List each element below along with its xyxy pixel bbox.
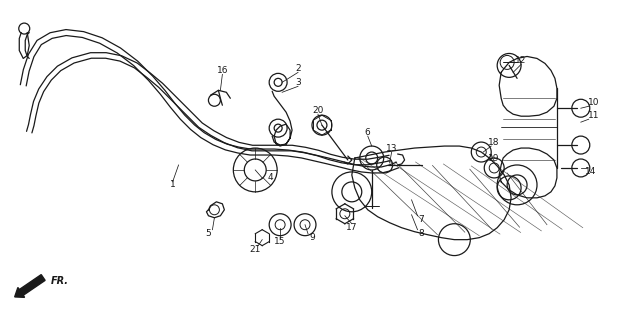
Text: 9: 9: [309, 233, 315, 242]
Text: 1: 1: [170, 180, 175, 189]
Text: 4: 4: [267, 173, 273, 182]
Text: 20: 20: [312, 106, 324, 115]
Text: 8: 8: [418, 229, 425, 238]
Text: 11: 11: [588, 111, 600, 120]
Text: 2: 2: [295, 64, 301, 73]
Text: 14: 14: [585, 167, 597, 176]
Text: 21: 21: [249, 245, 261, 254]
Text: 12: 12: [516, 56, 527, 65]
Text: 19: 19: [488, 154, 500, 163]
Text: 18: 18: [488, 138, 500, 147]
Text: 5: 5: [206, 229, 211, 238]
Text: 16: 16: [217, 66, 228, 75]
FancyArrow shape: [15, 275, 45, 297]
Text: 10: 10: [588, 98, 600, 107]
Text: 13: 13: [386, 144, 397, 153]
Text: 7: 7: [418, 215, 425, 224]
Text: 15: 15: [274, 237, 286, 246]
Text: 17: 17: [346, 223, 358, 232]
Text: 6: 6: [365, 128, 371, 137]
Text: 3: 3: [295, 78, 301, 87]
Text: FR.: FR.: [51, 276, 69, 286]
